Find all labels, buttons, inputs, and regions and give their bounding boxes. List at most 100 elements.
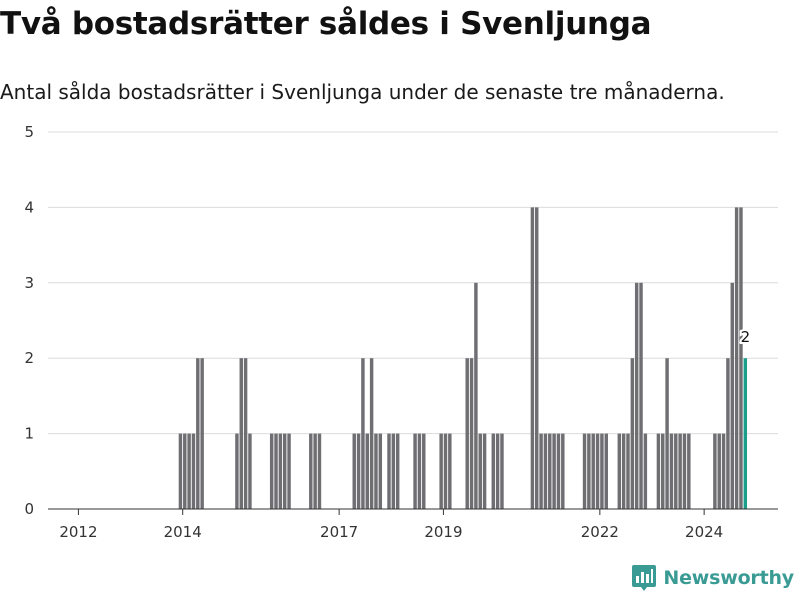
y-tick-label-5: 5 (24, 123, 34, 141)
bar-2017-08 (369, 358, 374, 509)
bar-2015-04 (248, 433, 252, 509)
x-tick-label-2019: 2019 (424, 523, 462, 541)
bar-2024-10 (743, 358, 748, 509)
bar-2017-05 (356, 433, 361, 509)
page-title: Två bostadsrätter såldes i Svenljunga (0, 6, 652, 42)
bar-2024-05 (721, 433, 726, 509)
bar-2016-01 (287, 433, 291, 509)
bar-2021-12 (595, 433, 600, 509)
x-tick-label-2012: 2012 (59, 523, 97, 541)
bar-2021-03 (556, 433, 561, 509)
bar-2017-06 (361, 358, 365, 509)
bar-2014-01 (183, 433, 187, 509)
bar-2019-01 (443, 433, 448, 509)
bar-2015-11 (278, 433, 283, 509)
bar-2020-10 (535, 207, 539, 509)
bar-2022-08 (630, 358, 635, 509)
bar-2023-02 (656, 433, 661, 509)
y-tick-label-4: 4 (24, 198, 34, 216)
axes (48, 508, 778, 515)
bar-2023-07 (678, 433, 682, 509)
bar-2019-07 (469, 358, 474, 509)
bar-2020-01 (495, 433, 500, 509)
x-tick-label-2017: 2017 (320, 523, 358, 541)
bar-2021-09 (582, 433, 587, 509)
newsworthy-logo-icon (632, 565, 657, 591)
x-tick-label-2014: 2014 (164, 523, 202, 541)
bar-2021-11 (591, 433, 595, 509)
page-subtitle: Antal sålda bostadsrätter i Svenljunga u… (0, 80, 725, 104)
labels: 0 1 2 3 4 5 2012 2014 2017 2019 2022 2024 2 (24, 123, 752, 541)
bar-2014-04 (196, 358, 200, 509)
y-tick-label-2: 2 (24, 349, 34, 367)
bar-2020-09 (530, 207, 535, 509)
bar-2019-12 (491, 433, 496, 509)
bar-2019-02 (448, 433, 452, 509)
bar-2021-04 (561, 433, 565, 509)
bar-2018-08 (422, 433, 426, 509)
bar-2018-02 (395, 433, 400, 509)
bar-2024-08 (734, 207, 739, 509)
data-label-2024-10: 2 (741, 328, 751, 346)
bar-2023-03 (661, 433, 665, 509)
bar-2023-08 (682, 433, 687, 509)
bars (178, 207, 748, 509)
bar-2017-12 (387, 433, 391, 509)
bar-2021-02 (552, 433, 556, 509)
bar-2015-01 (235, 433, 239, 509)
bar-2015-02 (239, 358, 243, 509)
bar-2022-05 (617, 433, 622, 509)
bar-2023-05 (669, 433, 674, 509)
bar-2022-06 (621, 433, 626, 509)
bar-2024-03 (713, 433, 717, 509)
y-tick-label-3: 3 (24, 274, 34, 292)
bar-2016-06 (309, 433, 313, 509)
bar-2017-07 (365, 433, 369, 509)
bar-2018-06 (413, 433, 417, 509)
bar-2019-06 (465, 358, 469, 509)
gridlines (48, 131, 778, 435)
bar-2019-09 (478, 433, 482, 509)
brand-name: Newsworthy (663, 567, 794, 589)
bar-2024-09 (739, 207, 743, 509)
bar-2017-09 (374, 433, 378, 509)
bar-2021-01 (548, 433, 552, 509)
bar-2023-09 (687, 433, 691, 509)
bar-2019-08 (474, 282, 478, 509)
bar-2016-08 (317, 433, 322, 509)
bar-2014-05 (200, 358, 204, 509)
bar-chart: 0 1 2 3 4 5 2012 2014 2017 2019 2022 2024 2 (24, 123, 778, 541)
bar-2017-10 (378, 433, 383, 509)
bar-2024-07 (730, 282, 734, 509)
bar-2022-09 (634, 282, 639, 509)
bar-2023-06 (674, 433, 678, 509)
bar-2024-04 (717, 433, 721, 509)
bar-2015-12 (282, 433, 287, 509)
bar-2020-02 (500, 433, 504, 509)
bar-2015-10 (274, 433, 278, 509)
bar-2018-07 (417, 433, 422, 509)
bar-2014-02 (187, 433, 191, 509)
y-tick-label-1: 1 (24, 425, 34, 443)
bar-2017-04 (352, 433, 356, 509)
bar-2015-03 (243, 358, 248, 509)
bar-2023-04 (665, 358, 669, 509)
bar-2020-11 (539, 433, 543, 509)
x-tick-label-2024: 2024 (685, 523, 723, 541)
bar-2024-06 (726, 358, 730, 509)
bar-2018-12 (439, 433, 443, 509)
x-tick-label-2022: 2022 (581, 523, 619, 541)
bar-2013-12 (178, 433, 183, 509)
bar-2016-07 (313, 433, 317, 509)
bar-2022-01 (600, 433, 604, 509)
bar-2022-10 (639, 282, 643, 509)
bar-2022-02 (604, 433, 608, 509)
bar-2022-11 (643, 433, 648, 509)
y-tick-label-0: 0 (24, 500, 34, 518)
bar-2022-07 (626, 433, 630, 509)
brand-logo: Newsworthy (631, 563, 794, 593)
bar-2020-12 (543, 433, 548, 509)
bar-2015-09 (269, 433, 274, 509)
bar-2019-10 (482, 433, 487, 509)
bar-2021-10 (587, 433, 591, 509)
